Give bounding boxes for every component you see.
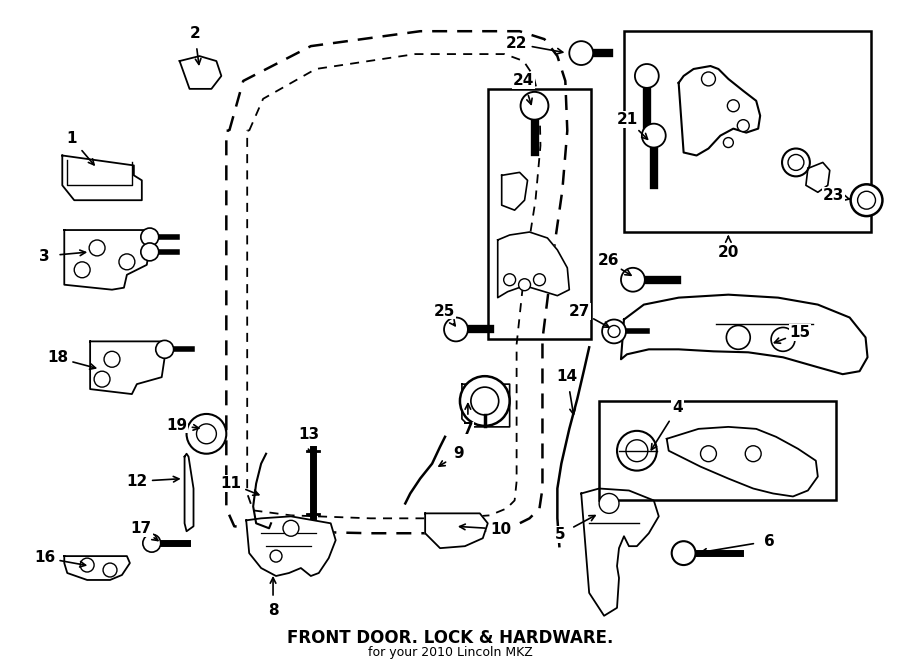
Polygon shape [501,172,527,210]
Polygon shape [62,156,142,200]
Circle shape [80,558,94,572]
Circle shape [608,326,620,338]
Polygon shape [581,489,659,616]
Text: 24: 24 [513,73,535,88]
Circle shape [444,318,468,342]
Text: 25: 25 [434,304,454,318]
Text: 2: 2 [190,26,200,41]
Circle shape [850,184,882,216]
Text: 23: 23 [823,187,844,203]
Circle shape [74,262,90,278]
Polygon shape [90,342,165,394]
Polygon shape [425,513,488,548]
Circle shape [634,64,659,88]
Circle shape [143,534,161,552]
Text: 20: 20 [717,246,739,260]
Circle shape [119,254,135,270]
Text: 13: 13 [298,426,320,442]
Text: 7: 7 [463,422,473,438]
Text: 11: 11 [220,476,242,491]
Circle shape [602,320,626,344]
Circle shape [140,228,158,246]
Text: 5: 5 [554,527,565,542]
Text: 10: 10 [491,522,511,537]
Polygon shape [64,556,130,580]
Circle shape [727,100,739,112]
Text: 6: 6 [763,534,774,549]
Polygon shape [621,295,868,374]
Text: 15: 15 [789,325,811,340]
Circle shape [737,120,749,132]
Circle shape [642,124,666,148]
Circle shape [621,268,644,292]
Circle shape [771,328,795,352]
Text: 18: 18 [47,350,68,365]
Polygon shape [64,230,149,290]
Circle shape [534,274,545,286]
Circle shape [726,326,751,350]
Circle shape [460,376,509,426]
Polygon shape [247,516,336,576]
Text: 4: 4 [672,401,683,416]
Text: 21: 21 [617,112,638,127]
Text: for your 2010 Lincoln MKZ: for your 2010 Lincoln MKZ [367,646,533,659]
Circle shape [570,41,593,65]
Circle shape [782,148,810,176]
Polygon shape [180,56,221,89]
Circle shape [186,414,226,453]
Circle shape [104,352,120,367]
Circle shape [745,446,761,461]
Polygon shape [679,66,760,156]
Text: 9: 9 [454,446,464,461]
Text: 12: 12 [126,474,148,489]
Text: 14: 14 [556,369,578,384]
Text: 1: 1 [67,131,77,146]
Circle shape [518,279,530,291]
Circle shape [471,387,499,415]
Circle shape [724,138,733,148]
Polygon shape [667,427,818,496]
Circle shape [283,520,299,536]
Circle shape [858,191,876,209]
Bar [488,89,591,340]
Circle shape [103,563,117,577]
Circle shape [617,431,657,471]
Circle shape [701,72,716,86]
Circle shape [599,493,619,513]
Polygon shape [498,232,570,298]
Circle shape [89,240,105,256]
Text: 3: 3 [39,248,50,263]
Text: 22: 22 [506,36,527,51]
Text: 19: 19 [166,418,187,432]
Text: 8: 8 [267,603,278,618]
Circle shape [140,243,158,261]
Circle shape [671,542,696,565]
Circle shape [504,274,516,286]
Circle shape [196,424,216,444]
Circle shape [626,440,648,461]
Text: 16: 16 [34,550,55,565]
Bar [599,401,836,500]
Polygon shape [806,162,830,192]
Text: FRONT DOOR. LOCK & HARDWARE.: FRONT DOOR. LOCK & HARDWARE. [287,629,613,647]
Text: 27: 27 [569,304,590,319]
Circle shape [700,446,716,461]
Circle shape [94,371,110,387]
Circle shape [156,340,174,358]
Circle shape [270,550,282,562]
Circle shape [788,154,804,170]
Bar [624,31,870,232]
Circle shape [520,92,548,120]
Text: 17: 17 [130,521,152,536]
Text: 26: 26 [598,254,619,269]
